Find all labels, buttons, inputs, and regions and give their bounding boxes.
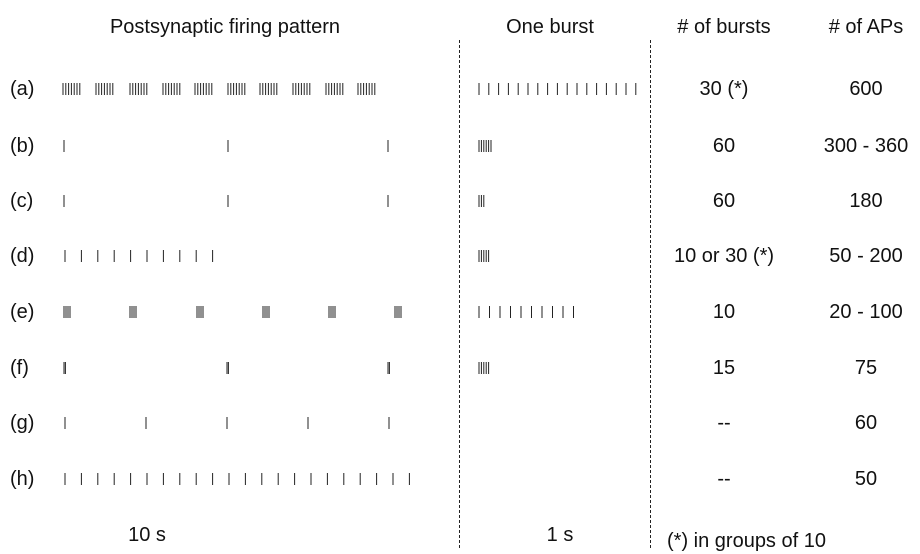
bursts-value: 60	[712, 135, 736, 157]
aps-value: 50 - 200	[829, 245, 903, 267]
row-label: (c)	[10, 190, 34, 212]
aps-value: 60	[854, 412, 878, 434]
aps-value: 50	[854, 468, 878, 490]
row-label: (f)	[10, 357, 29, 379]
bursts-value: --	[717, 412, 731, 434]
bursts-value: 10	[712, 301, 736, 323]
footnote: (*) in groups of 10	[667, 530, 826, 552]
divider-left	[459, 40, 460, 548]
bursts-value: 30 (*)	[699, 78, 749, 100]
scale-pattern: 10 s	[128, 524, 166, 546]
row-label: (e)	[10, 301, 35, 323]
bursts-value: 15	[712, 357, 736, 379]
header-bursts: # of bursts	[677, 16, 771, 38]
header-one-burst: One burst	[506, 16, 594, 38]
bursts-value: 60	[712, 190, 736, 212]
header-pattern: Postsynaptic firing pattern	[109, 16, 341, 38]
row-label: (d)	[10, 245, 35, 267]
aps-value: 20 - 100	[829, 301, 903, 323]
row-label: (b)	[10, 135, 35, 157]
row-label: (a)	[10, 78, 35, 100]
bursts-value: 10 or 30 (*)	[673, 245, 775, 267]
aps-value: 75	[854, 357, 878, 379]
scale-burst: 1 s	[546, 524, 574, 546]
header-aps: # of APs	[828, 16, 904, 38]
divider-right	[650, 40, 651, 548]
aps-value: 300 - 360	[823, 135, 909, 157]
row-label: (h)	[10, 468, 35, 490]
aps-value: 180	[849, 190, 883, 212]
bursts-value: --	[717, 468, 731, 490]
aps-value: 600	[849, 78, 883, 100]
row-label: (g)	[10, 412, 35, 434]
